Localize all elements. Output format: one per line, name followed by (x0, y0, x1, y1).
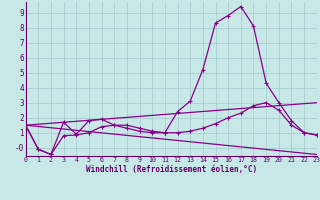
X-axis label: Windchill (Refroidissement éolien,°C): Windchill (Refroidissement éolien,°C) (86, 165, 257, 174)
